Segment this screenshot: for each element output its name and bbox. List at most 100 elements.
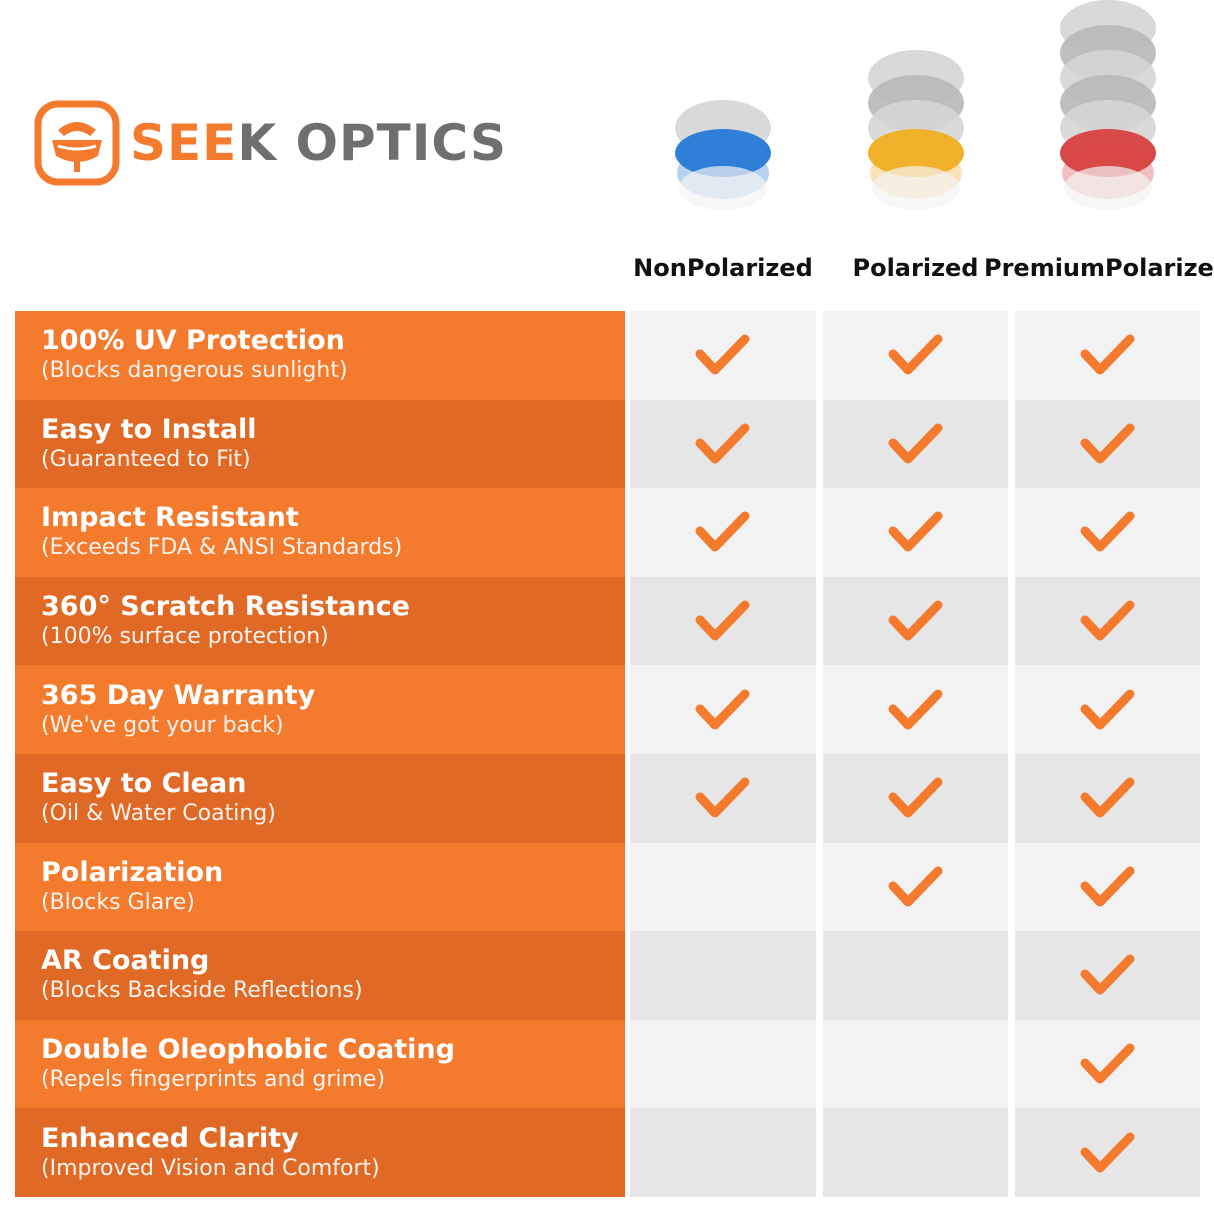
checkmark-icon <box>695 689 750 730</box>
feature-label: 365 Day Warranty (We've got your back) <box>15 665 625 754</box>
feature-subtitle: (Blocks dangerous sunlight) <box>41 358 348 384</box>
checkmark-icon <box>888 600 942 641</box>
checkmark-icon <box>888 866 942 907</box>
feature-title: 360° Scratch Resistance <box>41 591 410 623</box>
column-header: PremiumPolarized <box>983 254 1214 282</box>
table-cell <box>1015 931 1200 1020</box>
table-cell <box>823 488 1008 577</box>
column-header: Non Polarized <box>633 254 813 282</box>
feature-subtitle: (Guaranteed to Fit) <box>41 446 251 472</box>
checkmark-icon <box>888 511 942 552</box>
checkmark-icon <box>1080 600 1134 641</box>
feature-label: Impact Resistant (Exceeds FDA & ANSI Sta… <box>15 488 625 577</box>
feature-label: 100% UV Protection (Blocks dangerous sun… <box>15 311 625 400</box>
checkmark-icon <box>695 777 750 818</box>
table-cell <box>823 931 1008 1020</box>
column-header: Polarized <box>852 254 979 282</box>
checkmark-icon <box>888 689 942 730</box>
feature-title: 365 Day Warranty <box>41 679 316 711</box>
checkmark-icon <box>1080 1132 1134 1173</box>
brand-logo: SEEK OPTICS <box>34 100 507 186</box>
table-cell <box>630 842 816 932</box>
checkmark-icon <box>888 423 942 464</box>
table-cell <box>630 931 816 1020</box>
table-cell <box>823 576 1008 666</box>
table-row: Easy to Install (Guaranteed to Fit) <box>15 399 1200 489</box>
checkmark-icon <box>1080 777 1134 818</box>
feature-subtitle: (We've got your back) <box>41 712 284 738</box>
feature-subtitle: (Exceeds FDA & ANSI Standards) <box>41 535 403 561</box>
lens-red-icon <box>1059 0 1156 210</box>
seek-optics-logo-icon <box>34 100 120 186</box>
table-row: Polarization (Blocks Glare) <box>15 842 1200 932</box>
feature-title: Easy to Install <box>41 413 257 445</box>
table-cell <box>630 576 816 666</box>
feature-title: 100% UV Protection <box>41 325 345 357</box>
checkmark-icon <box>1080 689 1134 730</box>
checkmark-icon <box>1080 511 1134 552</box>
table-cell <box>1015 754 1200 843</box>
checkmark-icon <box>1080 334 1134 375</box>
feature-label: Double Oleophobic Coating (Repels finger… <box>15 1019 625 1109</box>
feature-title: Double Oleophobic Coating <box>41 1034 455 1066</box>
table-cell <box>630 399 816 489</box>
table-row: 365 Day Warranty (We've got your back) <box>15 665 1200 754</box>
feature-label: Easy to Install (Guaranteed to Fit) <box>15 399 625 489</box>
feature-subtitle: (Oil & Water Coating) <box>41 801 276 827</box>
table-cell <box>630 665 816 754</box>
table-cell <box>823 311 1008 400</box>
table-row: Impact Resistant (Exceeds FDA & ANSI Sta… <box>15 488 1200 577</box>
table-row: 100% UV Protection (Blocks dangerous sun… <box>15 311 1200 400</box>
feature-label: Easy to Clean (Oil & Water Coating) <box>15 754 625 843</box>
brand-name: SEEK OPTICS <box>130 114 507 172</box>
feature-subtitle: (100% surface protection) <box>41 624 329 650</box>
table-cell <box>823 754 1008 843</box>
table-cell <box>1015 1019 1200 1109</box>
table-row: Double Oleophobic Coating (Repels finger… <box>15 1019 1200 1109</box>
table-cell <box>823 399 1008 489</box>
table-cell <box>630 1019 816 1109</box>
checkmark-icon <box>1080 954 1134 995</box>
lens-blue-icon <box>675 100 771 210</box>
checkmark-icon <box>695 423 750 464</box>
feature-title: Enhanced Clarity <box>41 1122 299 1154</box>
table-cell <box>630 311 816 400</box>
feature-label: Polarization (Blocks Glare) <box>15 842 625 932</box>
table-cell <box>1015 842 1200 932</box>
feature-title: Easy to Clean <box>41 768 247 800</box>
table-cell <box>823 1019 1008 1109</box>
feature-subtitle: (Blocks Glare) <box>41 889 195 915</box>
table-cell <box>1015 488 1200 577</box>
checkmark-icon <box>888 777 942 818</box>
table-cell <box>630 754 816 843</box>
feature-title: Polarization <box>41 856 224 888</box>
table-cell <box>823 1108 1008 1197</box>
table-row: AR Coating (Blocks Backside Reflections) <box>15 931 1200 1020</box>
feature-subtitle: (Blocks Backside Reflections) <box>41 978 363 1004</box>
checkmark-icon <box>1080 1043 1134 1084</box>
feature-label: AR Coating (Blocks Backside Reflections) <box>15 931 625 1020</box>
checkmark-icon <box>695 334 750 375</box>
lens-yellow-icon <box>867 50 964 210</box>
table-row: 360° Scratch Resistance (100% surface pr… <box>15 576 1200 666</box>
table-cell <box>1015 665 1200 754</box>
feature-label: 360° Scratch Resistance (100% surface pr… <box>15 576 625 666</box>
feature-label: Enhanced Clarity (Improved Vision and Co… <box>15 1108 625 1197</box>
table-cell <box>1015 1108 1200 1197</box>
table-row: Easy to Clean (Oil & Water Coating) <box>15 754 1200 843</box>
checkmark-icon <box>1080 423 1134 464</box>
checkmark-icon <box>888 334 942 375</box>
table-cell <box>1015 311 1200 400</box>
table-cell <box>823 842 1008 932</box>
checkmark-icon <box>1080 866 1134 907</box>
table-cell <box>823 665 1008 754</box>
table-cell <box>630 488 816 577</box>
feature-subtitle: (Repels fingerprints and grime) <box>41 1067 386 1093</box>
table-row: Enhanced Clarity (Improved Vision and Co… <box>15 1108 1200 1197</box>
checkmark-icon <box>695 600 750 641</box>
feature-title: Impact Resistant <box>41 502 299 534</box>
feature-title: AR Coating <box>41 945 210 977</box>
checkmark-icon <box>695 511 750 552</box>
table-cell <box>630 1108 816 1197</box>
table-cell <box>1015 399 1200 489</box>
